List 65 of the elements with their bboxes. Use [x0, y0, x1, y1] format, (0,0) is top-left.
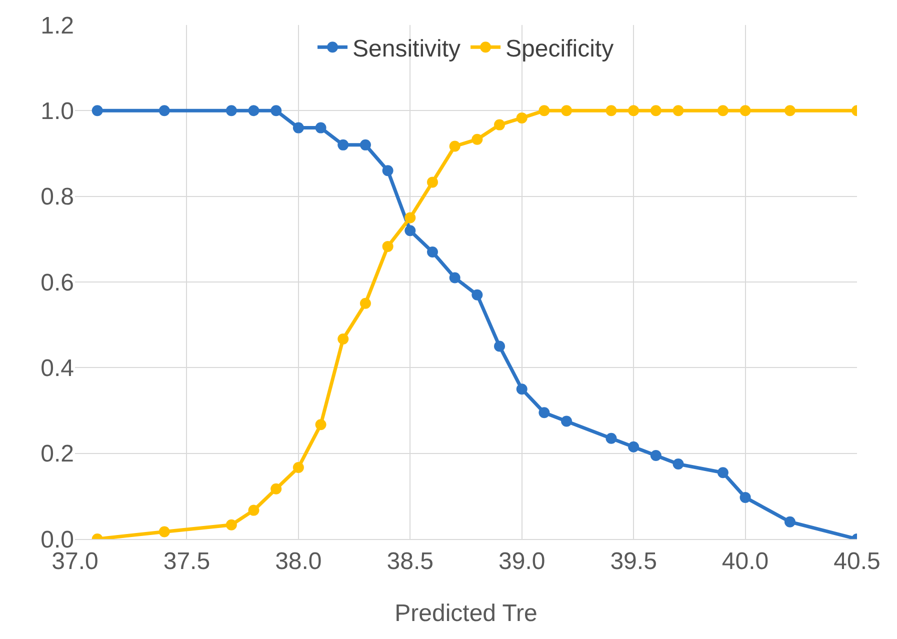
point	[404, 225, 416, 236]
point	[516, 384, 528, 395]
point	[717, 105, 728, 116]
legend-label: Specificity	[506, 35, 614, 62]
x-tick-label: 37.5	[163, 548, 210, 575]
point	[449, 272, 460, 284]
point	[628, 441, 640, 452]
point	[672, 105, 684, 116]
point	[672, 458, 684, 470]
point	[606, 432, 617, 444]
point	[516, 112, 528, 124]
x-tick-label: 40.5	[834, 548, 880, 575]
point	[360, 139, 371, 150]
point	[449, 140, 460, 152]
point	[270, 483, 282, 494]
point	[472, 289, 483, 300]
point	[538, 407, 550, 418]
point	[270, 105, 282, 116]
point	[382, 165, 394, 176]
point	[338, 333, 349, 344]
point	[740, 492, 751, 503]
point	[158, 105, 170, 116]
point	[382, 240, 394, 252]
point	[472, 134, 483, 145]
point	[315, 122, 326, 134]
point	[740, 105, 751, 116]
y-tick-label: 0.4	[40, 355, 74, 382]
point	[158, 526, 170, 538]
point	[561, 416, 572, 427]
point	[650, 450, 662, 461]
point	[226, 519, 237, 530]
point	[606, 105, 617, 116]
point	[404, 212, 416, 224]
y-tick-label: 1.2	[40, 12, 74, 40]
x-tick-label: 39.0	[498, 548, 546, 575]
point	[92, 105, 103, 116]
point	[292, 122, 304, 134]
point	[338, 139, 349, 150]
x-tick-label: 39.5	[610, 548, 657, 575]
y-tick-label: 1.0	[40, 98, 74, 126]
point	[226, 105, 237, 116]
point	[784, 105, 796, 116]
point	[360, 298, 371, 309]
point	[538, 105, 550, 116]
point	[292, 462, 304, 473]
x-tick-label: 38.5	[386, 548, 434, 575]
point	[248, 504, 260, 516]
x-tick-label: 40.0	[722, 548, 769, 575]
y-tick-label: 0.8	[40, 184, 74, 211]
y-tick-label: 0.6	[40, 269, 74, 296]
point	[717, 467, 728, 478]
point	[426, 176, 438, 188]
point	[315, 419, 326, 430]
x-axis-title: Predicted Tre	[394, 600, 538, 628]
point	[561, 105, 572, 116]
point	[628, 105, 640, 116]
point	[494, 119, 506, 130]
point	[426, 246, 438, 258]
point	[494, 340, 506, 352]
point	[248, 105, 260, 116]
point	[650, 105, 662, 116]
y-tick-label: 0.2	[40, 440, 74, 468]
legend-label: Sensitivity	[352, 35, 461, 62]
x-tick-label: 38.0	[275, 548, 322, 575]
point	[784, 516, 796, 528]
